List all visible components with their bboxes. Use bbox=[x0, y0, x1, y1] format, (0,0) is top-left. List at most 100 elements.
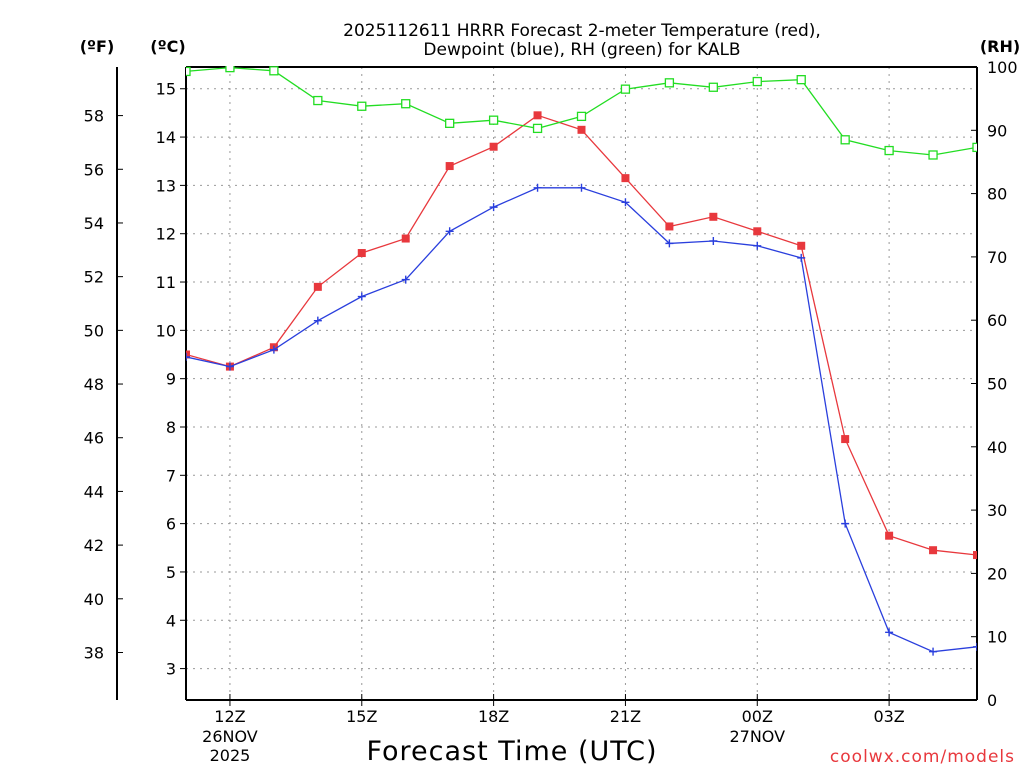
temperature-point bbox=[445, 162, 454, 171]
fahrenheit-tick-label: 40 bbox=[84, 590, 104, 609]
temperature-point bbox=[313, 282, 322, 291]
fahrenheit-tick-label: 56 bbox=[84, 160, 104, 179]
dewpoint-point bbox=[665, 239, 674, 248]
temperature-point bbox=[357, 249, 366, 258]
dewpoint-point bbox=[313, 316, 322, 325]
chart-title-line-1: 2025112611 HRRR Forecast 2-meter Tempera… bbox=[343, 21, 821, 41]
fahrenheit-tick-label: 52 bbox=[84, 268, 104, 287]
temperature-point bbox=[885, 531, 894, 540]
x-tick-label: 15Z bbox=[346, 707, 377, 726]
series bbox=[186, 66, 977, 656]
celsius-tick-label: 4 bbox=[166, 611, 176, 630]
rh-point bbox=[488, 115, 499, 125]
rh-tick-label: 40 bbox=[987, 438, 1007, 457]
temperature-point bbox=[665, 222, 674, 231]
temperature-point bbox=[753, 227, 762, 236]
axes bbox=[116, 66, 978, 706]
celsius-tick-label: 11 bbox=[156, 273, 176, 292]
rh-point bbox=[186, 66, 191, 77]
celsius-axis-unit: (ºC) bbox=[150, 37, 185, 56]
rh-point bbox=[884, 145, 894, 156]
fahrenheit-tick-label: 58 bbox=[84, 107, 104, 126]
tick-labels: 3456789101112131415384042444648505254565… bbox=[84, 58, 1018, 765]
dewpoint-point bbox=[401, 275, 410, 284]
series-temperature bbox=[186, 111, 977, 560]
celsius-tick-label: 12 bbox=[156, 225, 176, 244]
rh-point bbox=[313, 95, 323, 106]
rh-tick-label: 60 bbox=[987, 311, 1007, 330]
rh-point bbox=[357, 101, 367, 111]
rh-tick-label: 70 bbox=[987, 248, 1007, 267]
celsius-tick-label: 3 bbox=[166, 660, 176, 679]
celsius-tick-label: 10 bbox=[156, 321, 176, 340]
dewpoint-point bbox=[225, 362, 234, 371]
fahrenheit-tick-label: 42 bbox=[84, 536, 104, 555]
rh-tick-label: 90 bbox=[987, 121, 1007, 140]
dewpoint-point bbox=[445, 227, 454, 236]
dewpoint-point bbox=[841, 519, 850, 528]
temperature-line bbox=[186, 114, 977, 556]
temperature-point bbox=[401, 234, 410, 243]
x-tick-label: 03Z bbox=[873, 707, 904, 726]
rh-point bbox=[972, 142, 977, 153]
celsius-tick-label: 6 bbox=[166, 515, 176, 534]
fahrenheit-tick-label: 54 bbox=[84, 214, 104, 233]
temperature-point bbox=[797, 241, 806, 250]
rh-point bbox=[445, 118, 455, 128]
rh-point bbox=[576, 111, 587, 122]
x-tick-date-label: 26NOV bbox=[202, 727, 258, 746]
rh-tick-label: 10 bbox=[987, 628, 1007, 647]
temperature-point bbox=[709, 212, 718, 221]
x-tick-label: 21Z bbox=[610, 707, 641, 726]
rh-line bbox=[186, 66, 977, 156]
celsius-tick-label: 8 bbox=[166, 418, 176, 437]
dewpoint-line bbox=[186, 187, 977, 653]
x-tick-date-label: 27NOV bbox=[729, 727, 785, 746]
grid bbox=[186, 67, 977, 700]
dewpoint-point bbox=[709, 236, 718, 245]
rh-point bbox=[532, 123, 543, 134]
dewpoint-point bbox=[489, 203, 498, 212]
fahrenheit-tick-label: 48 bbox=[84, 375, 104, 394]
celsius-tick-label: 14 bbox=[156, 128, 176, 147]
dewpoint-point bbox=[533, 183, 542, 192]
x-tick-label: 12Z bbox=[214, 707, 245, 726]
celsius-tick-label: 13 bbox=[156, 176, 176, 195]
fahrenheit-tick-label: 46 bbox=[84, 429, 104, 448]
x-tick-label: 00Z bbox=[742, 707, 773, 726]
celsius-tick-label: 15 bbox=[156, 80, 176, 99]
temperature-point bbox=[577, 125, 586, 134]
x-axis-label: Forecast Time (UTC) bbox=[366, 736, 657, 767]
temperature-point bbox=[621, 174, 630, 183]
dewpoint-point bbox=[929, 647, 938, 656]
rh-point bbox=[752, 76, 762, 87]
temperature-point bbox=[973, 551, 977, 560]
rh-tick-label: 80 bbox=[987, 185, 1007, 204]
x-tick-year-label: 2025 bbox=[210, 746, 251, 765]
temperature-point bbox=[186, 350, 190, 359]
rh-point bbox=[708, 82, 718, 92]
rh-tick-label: 50 bbox=[987, 375, 1007, 394]
rh-point bbox=[269, 66, 279, 76]
credit-text: coolwx.com/models bbox=[830, 747, 1015, 767]
celsius-tick-label: 5 bbox=[166, 563, 176, 582]
rh-tick-label: 100 bbox=[987, 58, 1018, 77]
rh-tick-label: 0 bbox=[987, 691, 997, 710]
temperature-point bbox=[841, 435, 850, 444]
dewpoint-point bbox=[753, 241, 762, 250]
dewpoint-point bbox=[186, 352, 190, 361]
series-rh bbox=[186, 66, 977, 160]
dewpoint-point bbox=[357, 292, 366, 301]
chart-title-line-2: Dewpoint (blue), RH (green) for KALB bbox=[423, 40, 740, 60]
fahrenheit-tick-label: 44 bbox=[84, 482, 104, 501]
celsius-tick-label: 7 bbox=[166, 466, 176, 485]
rh-point bbox=[664, 78, 675, 88]
rh-point bbox=[225, 66, 235, 73]
dewpoint-point bbox=[885, 628, 894, 637]
rh-point bbox=[796, 75, 806, 85]
rh-tick-label: 30 bbox=[987, 501, 1007, 520]
rh-point bbox=[401, 99, 411, 109]
rh-axis-unit: (RH) bbox=[980, 37, 1020, 56]
series-dewpoint bbox=[186, 183, 977, 656]
